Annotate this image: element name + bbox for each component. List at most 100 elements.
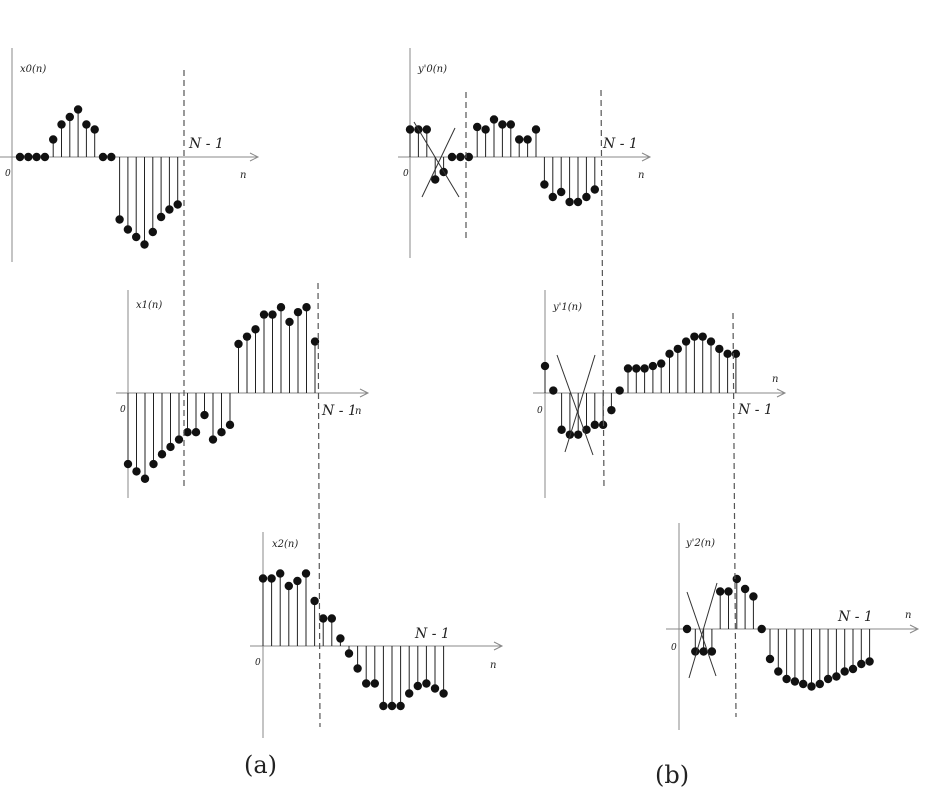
x1-point-22 <box>310 337 320 346</box>
panel-x2: x2(n) 0 n N - 1 <box>250 532 504 738</box>
y0-point-13 <box>515 135 524 144</box>
x1-point-9 <box>200 410 209 420</box>
x1-point-18 <box>276 303 286 312</box>
y0-point-7 <box>464 152 473 162</box>
y2-point-14 <box>799 679 808 689</box>
y0-point-15 <box>531 125 541 134</box>
y2-point-4 <box>716 587 725 596</box>
panel-x0-n-label: n <box>240 170 246 181</box>
y0-point-5 <box>447 152 457 162</box>
x2-point-6 <box>310 596 319 606</box>
x2-point-3 <box>284 581 293 591</box>
panel-y0-cross-line-2 <box>421 127 456 198</box>
x2-point-18 <box>413 681 422 691</box>
x1-point-19 <box>285 317 294 327</box>
x1-point-21 <box>302 303 311 312</box>
y0-point-0 <box>405 125 415 134</box>
y2-point-17 <box>823 674 833 684</box>
y1-point-14 <box>657 359 666 368</box>
x1-point-12 <box>225 420 235 430</box>
y1-point-4 <box>574 430 583 439</box>
x1-point-5 <box>166 442 175 452</box>
x1-point-20 <box>293 307 303 317</box>
panel-y1-cross-line-2 <box>564 354 596 453</box>
y2-point-10 <box>765 654 775 664</box>
panel-y0-origin-label: 0 <box>403 169 409 179</box>
x1-point-7 <box>183 428 192 437</box>
panel-x2-origin-label: 0 <box>255 658 261 668</box>
panel-x0-origin-label: 0 <box>5 169 11 179</box>
panel-x0-label: x0(n) <box>20 64 46 75</box>
x0-point-1 <box>24 152 33 162</box>
y0-point-12 <box>506 120 515 129</box>
panel-x1-end-label: N - 1 <box>321 403 357 419</box>
panel-y2-label: y'2(n) <box>685 538 715 549</box>
y1-point-20 <box>706 337 716 346</box>
panel-x1-stems <box>123 303 320 483</box>
y2-point-13 <box>790 677 800 686</box>
x2-point-0 <box>258 574 268 583</box>
y0-point-17 <box>548 192 557 202</box>
x0-point-10 <box>98 152 108 162</box>
x2-point-9 <box>336 634 345 643</box>
panel-y2-cross-line-2 <box>688 582 718 679</box>
y0-point-10 <box>489 115 499 124</box>
y1-point-9 <box>615 386 624 395</box>
y0-point-16 <box>540 180 549 189</box>
y2-point-16 <box>815 679 824 689</box>
y2-point-7 <box>740 584 750 594</box>
dashed-guide-a-2 <box>317 282 321 728</box>
panel-x1-origin-label: 0 <box>120 405 126 415</box>
x0-point-18 <box>165 205 174 214</box>
x0-point-2 <box>32 152 41 162</box>
y2-point-19 <box>840 667 849 676</box>
x2-point-12 <box>362 679 371 688</box>
dashed-guide-b-3 <box>732 312 737 718</box>
x1-point-14 <box>242 332 252 341</box>
y0-point-8 <box>473 122 482 132</box>
x0-point-4 <box>49 135 58 144</box>
x2-point-2 <box>276 569 285 578</box>
panel-x0-arrow <box>249 152 260 162</box>
y2-point-15 <box>807 682 816 691</box>
x1-point-6 <box>174 435 184 444</box>
x1-point-8 <box>191 428 201 437</box>
y0-point-19 <box>565 197 574 207</box>
x2-point-13 <box>370 679 379 688</box>
y2-point-5 <box>724 587 733 596</box>
y2-point-21 <box>857 659 866 669</box>
y1-point-15 <box>665 349 674 358</box>
y1-point-13 <box>648 361 658 371</box>
x0-point-3 <box>40 152 50 162</box>
y0-point-2 <box>422 125 431 134</box>
panel-x0-stems <box>15 105 182 249</box>
y2-point-8 <box>749 592 758 601</box>
panel-y1-cross-line-1 <box>556 354 594 456</box>
y2-point-20 <box>848 664 858 674</box>
y1-point-21 <box>715 344 724 354</box>
y0-point-3 <box>431 175 440 184</box>
x0-point-14 <box>132 232 141 242</box>
x1-point-0 <box>123 459 133 469</box>
x0-point-0 <box>15 152 25 162</box>
x2-point-17 <box>405 689 414 698</box>
y2-point-9 <box>757 624 766 634</box>
x2-point-19 <box>422 679 431 688</box>
x0-point-6 <box>65 112 75 122</box>
x0-point-11 <box>107 152 116 162</box>
y1-point-17 <box>681 337 691 346</box>
x2-point-20 <box>430 684 440 693</box>
x2-point-10 <box>344 649 354 658</box>
x0-point-7 <box>73 105 83 114</box>
x2-point-5 <box>301 569 311 578</box>
panel-x2-label: x2(n) <box>272 539 298 550</box>
x0-point-12 <box>115 215 124 224</box>
panel-x2-end-label: N - 1 <box>414 626 450 642</box>
x2-point-15 <box>387 701 397 711</box>
panel-x0: x0(n) 0 n N - 1 <box>0 48 260 262</box>
y2-point-0 <box>682 624 692 634</box>
panel-x0-end-label: N - 1 <box>188 136 224 152</box>
panel-y1-arrow <box>776 388 787 398</box>
panel-y0-cross-line-1 <box>413 121 460 198</box>
